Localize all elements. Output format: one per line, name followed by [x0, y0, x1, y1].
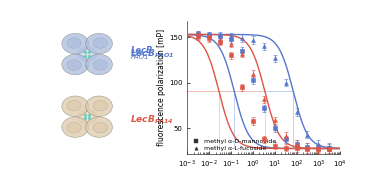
- Ellipse shape: [67, 38, 81, 48]
- Ellipse shape: [86, 117, 112, 137]
- Ellipse shape: [62, 33, 88, 54]
- Ellipse shape: [67, 122, 81, 133]
- Ellipse shape: [86, 33, 112, 54]
- Y-axis label: fluorescence polarization [mP]: fluorescence polarization [mP]: [157, 29, 166, 146]
- Ellipse shape: [93, 38, 107, 48]
- Text: PAO1: PAO1: [131, 54, 150, 60]
- Ellipse shape: [86, 96, 112, 116]
- Ellipse shape: [62, 117, 88, 137]
- Ellipse shape: [77, 109, 98, 125]
- Legend: methyl α-D-mannoside, methyl α-L-fucoside: methyl α-D-mannoside, methyl α-L-fucosid…: [189, 138, 277, 152]
- Ellipse shape: [86, 54, 112, 75]
- Ellipse shape: [93, 60, 107, 70]
- Ellipse shape: [93, 122, 107, 133]
- Ellipse shape: [67, 60, 81, 70]
- Ellipse shape: [67, 101, 81, 111]
- Text: LecB$_\mathregular{PA14}$: LecB$_\mathregular{PA14}$: [130, 114, 174, 126]
- Text: LecB: LecB: [131, 45, 153, 54]
- Text: LecB$_\mathregular{PAO1}$: LecB$_\mathregular{PAO1}$: [130, 47, 174, 60]
- Ellipse shape: [93, 101, 107, 111]
- Ellipse shape: [62, 54, 88, 75]
- Ellipse shape: [62, 96, 88, 116]
- Ellipse shape: [77, 46, 98, 62]
